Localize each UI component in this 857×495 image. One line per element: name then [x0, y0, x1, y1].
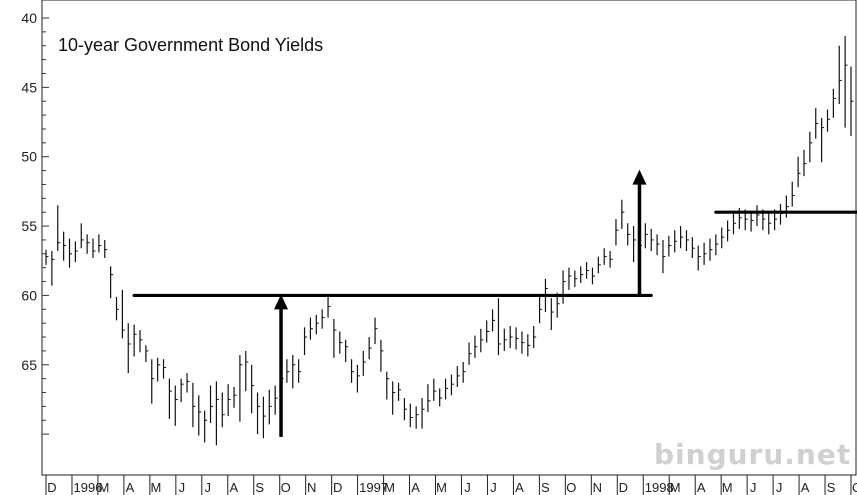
- watermark: binguru.net: [654, 438, 851, 471]
- x-month-label: N: [593, 480, 602, 495]
- x-month-label: A: [411, 480, 420, 495]
- x-month-label: O: [281, 480, 291, 495]
- x-month-label: D: [47, 480, 56, 495]
- x-month-label: A: [126, 480, 135, 495]
- x-year-label: 1997: [359, 480, 388, 495]
- x-month-label: M: [670, 480, 681, 495]
- chart-title: 10-year Government Bond Yields: [58, 35, 323, 55]
- x-month-label: J: [179, 480, 186, 495]
- target-arrow-2-head: [632, 169, 647, 185]
- price-bars: [45, 36, 854, 446]
- x-month-label: S: [255, 480, 264, 495]
- x-month-label: M: [150, 480, 161, 495]
- x-month-label: A: [697, 480, 706, 495]
- x-month-label: D: [333, 480, 342, 495]
- y-tick-label: 60: [21, 287, 37, 303]
- x-month-label: M: [722, 480, 733, 495]
- target-arrow-1-head: [274, 294, 289, 310]
- x-month-label: O: [852, 480, 857, 495]
- y-tick-label: 55: [21, 218, 37, 234]
- x-month-label: A: [515, 480, 524, 495]
- y-tick-label: 40: [21, 10, 37, 26]
- x-month-label: J: [205, 480, 212, 495]
- x-month-label: A: [801, 480, 810, 495]
- y-axis-ticks: [42, 17, 49, 435]
- x-month-label: M: [384, 480, 395, 495]
- annotations: [132, 169, 857, 437]
- plot-frame: [41, 0, 857, 476]
- x-month-label: S: [541, 480, 550, 495]
- y-tick-label: 50: [21, 149, 37, 165]
- x-month-label: M: [99, 480, 110, 495]
- x-month-label: S: [827, 480, 836, 495]
- y-tick-label: 65: [21, 357, 37, 373]
- y-axis-labels: 40 45 50 55 60 65: [21, 10, 37, 373]
- y-tick-label: 45: [21, 79, 37, 95]
- x-month-label: M: [436, 480, 447, 495]
- x-month-label: J: [750, 480, 757, 495]
- x-month-label: A: [229, 480, 238, 495]
- x-month-label: N: [307, 480, 316, 495]
- x-year-label: 1996: [74, 480, 103, 495]
- x-year-label: 1998: [645, 480, 674, 495]
- x-month-label: D: [619, 480, 628, 495]
- x-month-label: J: [490, 480, 497, 495]
- x-month-label: J: [776, 480, 783, 495]
- x-month-label: J: [464, 480, 471, 495]
- x-month-label: O: [566, 480, 576, 495]
